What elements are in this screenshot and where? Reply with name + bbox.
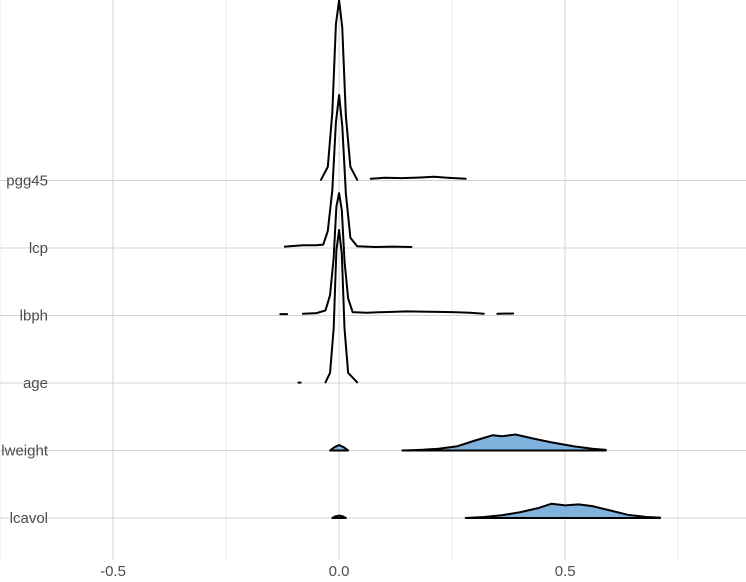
ridge-lcp — [283, 94, 413, 248]
grid — [0, 0, 746, 560]
x-tick-label: -0.5 — [100, 563, 126, 580]
x-tick-label: 0.0 — [329, 563, 350, 580]
y-tick-label: pgg45 — [6, 173, 48, 190]
axis-labels: lcavol lweight age lbph lcp pgg45 -0.5 0.0 0.5 — [1, 173, 575, 581]
density-area — [329, 444, 350, 452]
ridge-age — [297, 229, 359, 384]
y-tick-label: lweight — [1, 443, 49, 460]
density-line — [283, 94, 413, 248]
density-line — [324, 229, 359, 384]
ridge-lcavol — [331, 502, 662, 519]
density-area — [401, 433, 607, 452]
density-area — [464, 502, 662, 519]
x-tick-label: 0.5 — [555, 563, 576, 580]
ridge-lweight — [329, 433, 607, 452]
y-tick-label: lcp — [29, 240, 48, 257]
ridge-pgg45 — [320, 0, 467, 181]
density-line — [369, 175, 467, 180]
density-line — [301, 192, 485, 315]
density-line — [320, 0, 359, 181]
density-area — [331, 514, 347, 519]
y-tick-label: lcavol — [10, 510, 48, 527]
y-tick-label: lbph — [20, 308, 48, 325]
y-tick-label: age — [23, 375, 48, 392]
ridge-lbph — [279, 192, 515, 316]
ridges — [279, 0, 662, 519]
